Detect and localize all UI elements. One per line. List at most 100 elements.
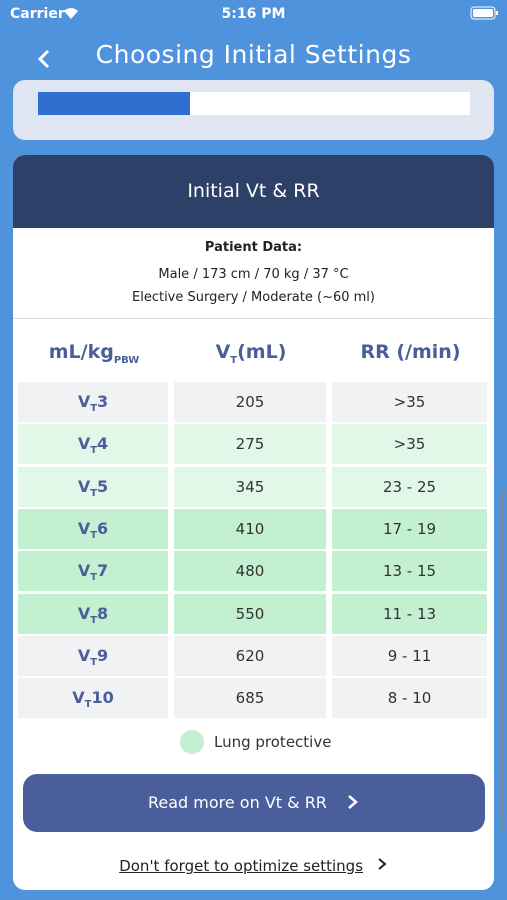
- table-cell: VT5: [18, 466, 168, 507]
- card-title: Initial Vt & RR: [13, 155, 494, 228]
- table-cell: VT4: [18, 424, 168, 465]
- table-row: VT9 620 9 - 11: [18, 635, 489, 676]
- chevron: [378, 858, 387, 870]
- table-cell: 13 - 15: [332, 551, 487, 592]
- cell-text: 620: [235, 646, 265, 665]
- header-sub: T: [230, 354, 238, 366]
- legend-swatch: [180, 730, 204, 754]
- cell-text: 685: [235, 689, 265, 708]
- table-cell: 275: [174, 424, 326, 465]
- cell-text: 17 - 19: [382, 519, 437, 538]
- table-cell: 345: [174, 466, 326, 507]
- table-cell: >35: [332, 424, 487, 465]
- cell-text: 345: [235, 477, 265, 496]
- card: Initial Vt & RR Patient Data: Male / 173…: [13, 155, 494, 890]
- table-cell: 480: [174, 551, 326, 592]
- wifi-icon: [64, 8, 78, 19]
- table-cell: 23 - 25: [332, 466, 487, 507]
- table-cell: 17 - 19: [332, 508, 487, 549]
- cell-text: 11 - 13: [382, 604, 437, 623]
- table-cell: VT7: [18, 551, 168, 592]
- cell-sub: T: [90, 572, 98, 584]
- legend-label: Lung protective: [214, 733, 332, 751]
- cell-text: V: [77, 476, 91, 496]
- header-text: mL/kg: [48, 341, 114, 363]
- divider: [13, 318, 494, 319]
- header-sub: PBW: [113, 354, 140, 366]
- table: mL/kgPBW VT(mL) RR (/min) VT3 205 >35 VT4 275 >3…: [13, 155, 494, 890]
- table-cell: 410: [174, 508, 326, 549]
- table-cell: 550: [174, 593, 326, 634]
- cell-text: 275: [235, 435, 265, 454]
- read-more-button[interactable]: Read more on Vt & RR: [23, 774, 485, 832]
- cell-text: V: [72, 688, 85, 708]
- column-header: RR (/min): [332, 341, 489, 363]
- table-cell: 205: [174, 382, 326, 422]
- segment-selected[interactable]: [38, 92, 190, 115]
- patient-heading: Patient Data:: [204, 240, 303, 255]
- cell-sub: T: [90, 530, 98, 542]
- cell-text: 7: [97, 561, 109, 581]
- table-cell: VT3: [18, 382, 168, 422]
- cell-sub: T: [90, 445, 98, 457]
- cell-text: 550: [235, 604, 265, 623]
- scrollbar: [501, 490, 504, 830]
- patient-line: Male / 173 cm / 70 kg / 37 °C: [158, 267, 349, 282]
- cell-text: 8: [97, 603, 109, 623]
- table-cell: 9 - 11: [332, 635, 487, 676]
- cell-sub: T: [90, 656, 98, 668]
- cell-sub: T: [84, 699, 92, 711]
- carrier: Carrier: [10, 6, 65, 22]
- cell-text: >35: [393, 435, 426, 454]
- table-cell: VT8: [18, 593, 168, 634]
- cell-text: 9: [97, 645, 109, 665]
- link-label: Don't forget to optimize settings: [119, 857, 364, 875]
- nav-title: Choosing Initial Settings: [95, 40, 412, 69]
- header-text: RR (/min): [360, 341, 461, 363]
- cell-text: 4: [97, 434, 109, 454]
- battery-icon: [470, 6, 498, 20]
- cell-text: 8 - 10: [387, 689, 432, 708]
- cell-text: 205: [235, 393, 265, 411]
- table-cell: VT6: [18, 508, 168, 549]
- table-row: VT10 685 8 - 10: [18, 678, 489, 719]
- column-header: mL/kgPBW: [18, 341, 170, 366]
- table-cell: 11 - 13: [332, 593, 487, 634]
- clock: 5:16 PM: [221, 6, 286, 22]
- cell-text: 13 - 15: [382, 562, 437, 581]
- table-cell: 685: [174, 678, 326, 719]
- table-row: VT5 345 23 - 25: [18, 466, 489, 507]
- table-row: VT7 480 13 - 15: [18, 551, 489, 592]
- cell-sub: T: [90, 614, 98, 626]
- cell-text: 23 - 25: [382, 477, 437, 496]
- cell-sub: T: [90, 403, 98, 415]
- cell-text: V: [77, 603, 91, 623]
- table-cell: VT10: [18, 678, 168, 719]
- prev-card: [13, 80, 494, 140]
- header-text: V: [215, 341, 231, 363]
- cell-text: 9 - 11: [387, 646, 432, 665]
- cell-text: 410: [235, 519, 265, 538]
- table-cell: 620: [174, 635, 326, 676]
- back-button[interactable]: [34, 48, 54, 70]
- cell-text: V: [77, 645, 91, 665]
- cell-text: >35: [393, 393, 426, 411]
- cell-text: 3: [97, 392, 109, 411]
- column-header: VT(mL): [174, 341, 328, 366]
- cell-text: V: [77, 518, 91, 538]
- cell-text: V: [77, 392, 91, 411]
- cell-text: V: [77, 561, 91, 581]
- optimize-link[interactable]: Don't forget to optimize settings: [13, 857, 494, 875]
- patient-line: Elective Surgery / Moderate (~60 ml): [132, 290, 375, 305]
- table-row: VT3 205 >35: [18, 382, 489, 422]
- cell-text: 480: [235, 562, 265, 581]
- table-row: VT6 410 17 - 19: [18, 508, 489, 549]
- table-cell: 8 - 10: [332, 678, 487, 719]
- table-cell: >35: [332, 382, 487, 422]
- cell-text: 5: [97, 476, 109, 496]
- segment[interactable]: [190, 92, 470, 115]
- button-label: Read more on Vt & RR: [147, 793, 327, 812]
- chevron: [348, 795, 358, 809]
- header-text: (mL): [237, 341, 287, 363]
